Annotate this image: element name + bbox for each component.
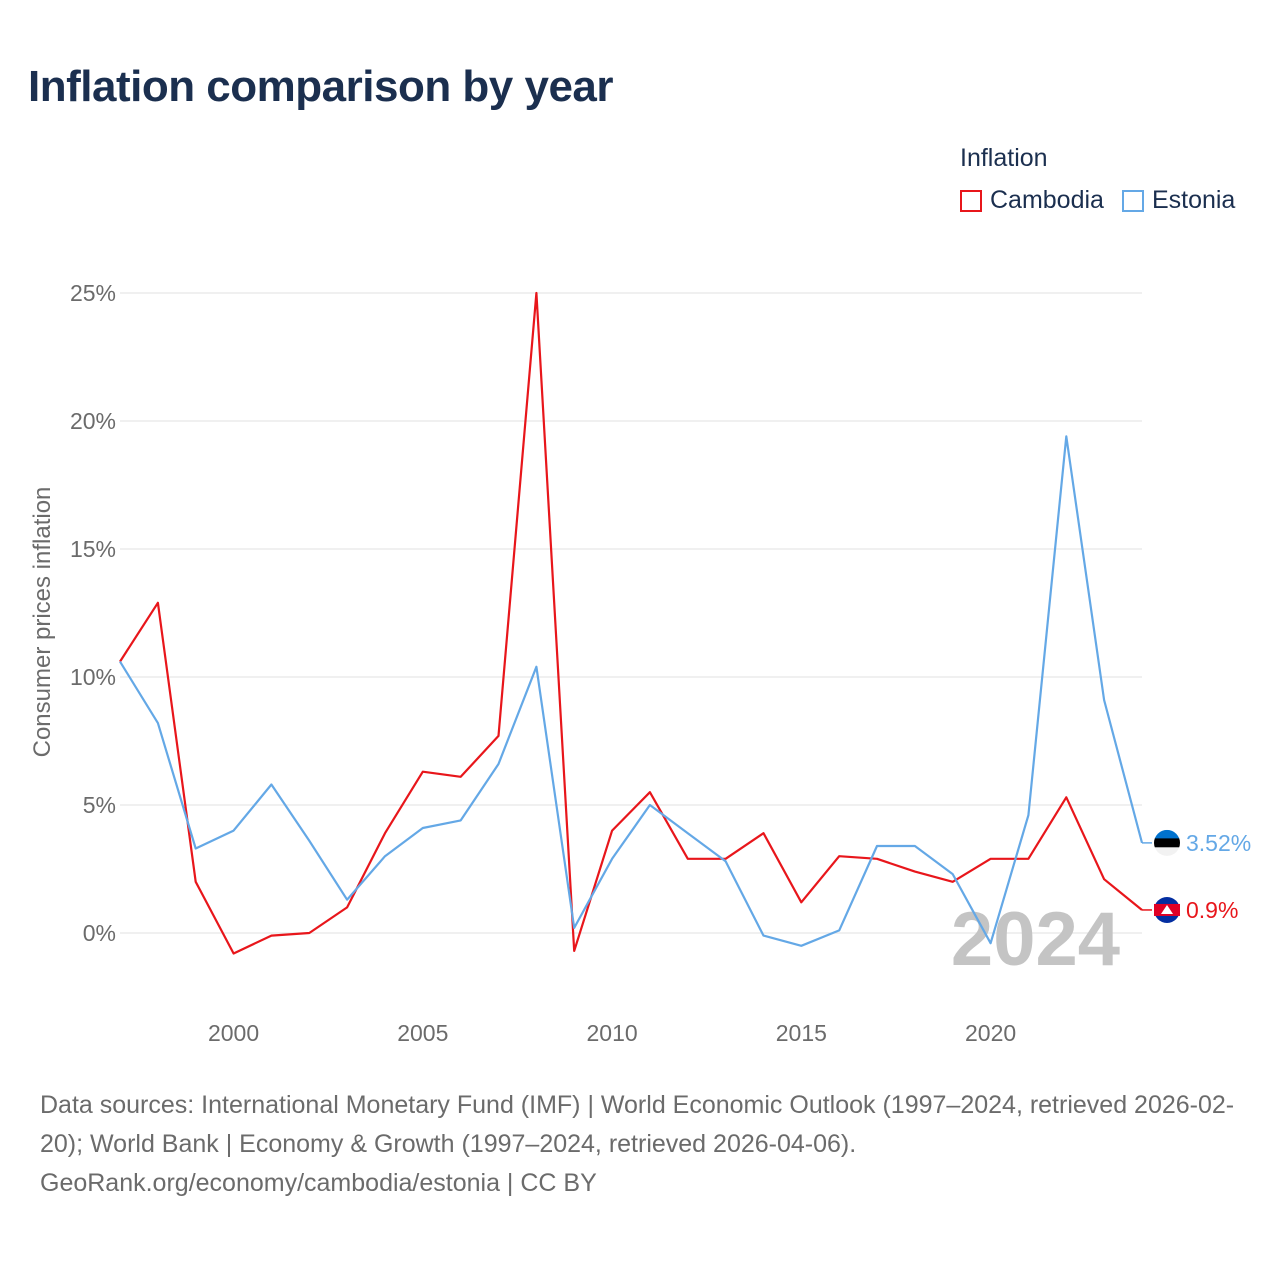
y-axis-label: Consumer prices inflation (29, 487, 56, 758)
estonia-flag-black (1154, 838, 1180, 848)
estonia-flag-white (1154, 847, 1180, 856)
data-source-note: Data sources: International Monetary Fun… (40, 1086, 1250, 1203)
legend-item-cambodia[interactable]: Cambodia (960, 186, 1104, 215)
chart-title: Inflation comparison by year (28, 62, 614, 111)
source-text: Data sources: International Monetary Fun… (40, 1091, 1235, 1158)
x-axis-ticks: 2000 2005 2010 2015 2020 (208, 1020, 1016, 1046)
y-tick-label: 20% (70, 408, 116, 434)
end-flag-estonia (1154, 829, 1180, 856)
line-chart: 0% 5% 10% 15% 20% 25% 2000 2005 2010 2015 2020 20… (29, 280, 1251, 1046)
series-end-markers: 0.9% 3.52% (1142, 829, 1251, 923)
x-tick-label: 2000 (208, 1020, 259, 1046)
series-lines (119, 291, 1144, 955)
cambodia-flag-temple (1161, 904, 1173, 914)
legend: Cambodia Estonia (960, 186, 1253, 215)
end-flag-cambodia (1154, 896, 1180, 923)
legend-label-cambodia: Cambodia (990, 186, 1104, 214)
legend-label-estonia: Estonia (1151, 186, 1236, 214)
end-value-label-estonia: 3.52% (1186, 830, 1251, 856)
legend-swatch-cambodia (960, 189, 982, 212)
x-tick-label: 2015 (776, 1020, 827, 1046)
estonia-flag-blue (1154, 829, 1180, 839)
y-tick-label: 15% (70, 536, 116, 562)
legend-swatch-estonia (1121, 189, 1144, 212)
x-tick-label: 2005 (397, 1020, 448, 1046)
estonia-flag-icon (1154, 829, 1180, 856)
y-tick-label: 5% (83, 792, 116, 818)
x-tick-label: 2010 (586, 1020, 637, 1046)
legend-item-estonia[interactable]: Estonia (1121, 186, 1236, 215)
y-tick-label: 10% (70, 664, 116, 690)
end-value-label-cambodia: 0.9% (1186, 897, 1238, 923)
year-watermark: 2024 (951, 897, 1120, 982)
series-line-estonia[interactable] (119, 435, 1144, 947)
y-tick-label: 0% (83, 920, 116, 946)
series-line-cambodia[interactable] (119, 291, 1143, 955)
y-axis-ticks: 0% 5% 10% 15% 20% 25% (70, 280, 116, 946)
legend-title: Inflation (960, 144, 1048, 172)
y-tick-label: 25% (70, 280, 116, 306)
gridlines (120, 292, 1142, 934)
x-tick-label: 2020 (965, 1020, 1016, 1046)
source-link[interactable]: GeoRank.org/economy/cambodia/estonia | C… (40, 1169, 597, 1197)
